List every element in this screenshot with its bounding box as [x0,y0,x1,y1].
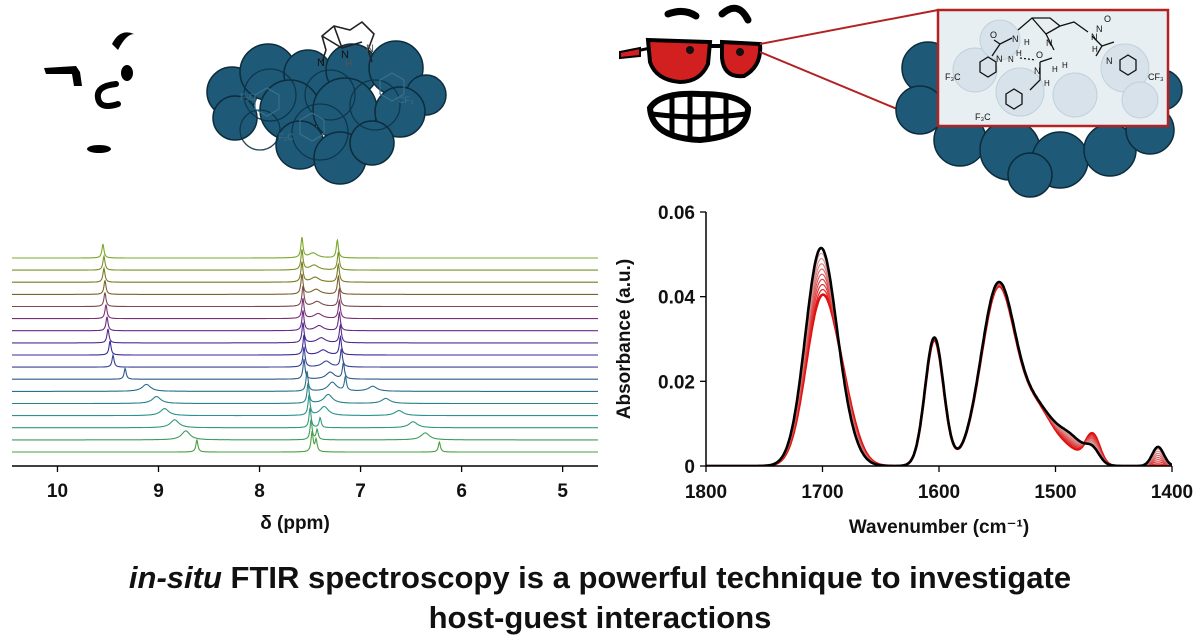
ftir-y-tick-label: 0.04 [658,288,695,309]
nmr-trace [12,419,598,441]
cf3-label: F₃C [945,72,961,82]
ftir-y-axis-label: Absorbance (a.u.) [614,259,635,419]
nmr-trace [12,394,598,417]
nmr-tick-label: 8 [254,481,265,502]
nmr-traces [12,236,598,453]
nmr-trace [12,297,598,320]
nmr-trace [12,285,598,308]
atom-label: O [1036,50,1043,60]
atom-label: N [1034,66,1041,76]
zoom-inset: N N H N H O N N H O N H O N H H N F₃C CF… [936,8,1170,128]
grinning-mouth [646,90,752,144]
ftir-trace [706,284,1172,466]
ftir-y-tick-label: 0.02 [658,372,695,393]
cf3-label: F₃C [240,92,256,102]
ftir-x-axis-label: Wavenumber (cm⁻¹) [849,517,1029,538]
face-eyebrow [112,32,134,50]
nmr-trace [12,358,598,380]
nmr-tick-label: 9 [153,481,164,502]
ftir-x-tick-label: 1400 [1151,482,1193,503]
atom-label: N [1096,24,1103,34]
atom-label: H [1062,61,1068,70]
nmr-trace [12,334,598,356]
host-cloud-left: F₃C CF₃ F₃C N N H N [206,20,447,185]
ftir-ticks: 1800 1700 1600 1500 1400 0 0.02 0.04 0.06 [658,203,1193,503]
tren-molecule-fragment: N N H N [317,20,375,70]
atom-label: H [345,59,352,70]
atom-label: N [317,57,325,69]
caption-italic: in-situ [128,560,222,595]
ftir-x-tick-label: 1700 [801,482,843,503]
face-eyebrow [718,4,752,24]
ftir-y-tick-label: 0.06 [658,203,695,224]
caption-text: FTIR spectroscopy is a powerful techniqu… [221,560,1072,595]
caption-line-2: host-guest interactions [428,600,772,635]
caption-line-1: in-situ FTIR spectroscopy is a powerful … [0,558,1200,598]
nmr-trace [12,249,598,271]
ftir-axes [705,212,1172,467]
ftir-trace [706,285,1172,466]
atom-label: O [1104,14,1111,24]
atom-label: N [996,54,1003,64]
nmr-trace [12,261,598,283]
nmr-trace [12,407,598,429]
cf3-label: CF₃ [1148,72,1164,82]
atom-label: N [341,49,349,61]
nmr-trace [12,310,598,332]
face-eyebrow [664,7,700,20]
face-mouth [87,145,111,153]
nmr-trace [12,370,598,392]
nmr-tick-label: 6 [456,481,467,502]
atom-label: H [1024,38,1030,47]
cf3-label: F₃C [975,112,991,122]
nmr-x-axis-label: δ (ppm) [260,513,330,534]
ftir-trace [706,263,1172,466]
ftir-chart: 1800 1700 1600 1500 1400 0 0.02 0.04 0.06 Wavenu… [614,203,1193,538]
atom-label: N [1106,56,1113,66]
atom-label: N [1046,38,1053,48]
ftir-x-tick-label: 1500 [1034,482,1076,503]
ftir-x-tick-label: 1800 [685,482,727,503]
ftir-trace [706,268,1172,466]
nmr-trace [12,346,598,368]
ftir-y-tick-label: 0 [684,457,695,478]
ftir-trace [706,278,1172,466]
atom-label: H [1092,45,1098,54]
atom-label: O [990,30,997,40]
sunglasses-face-illustration [619,4,763,144]
face-nose [94,81,121,109]
cf3-label: F₃C [278,132,294,142]
ftir-trace [706,246,1172,466]
atom-label: N [1012,34,1019,44]
nmr-trace [12,322,598,344]
nmr-trace [12,382,598,405]
sleepy-face-illustration [44,32,134,153]
nmr-tick-label: 10 [47,481,68,502]
atom-label: N [1091,32,1098,42]
nmr-tick-label: 5 [557,481,568,502]
atom-label: N [1008,55,1014,64]
face-closed-eye [44,66,82,86]
nmr-tick-label: 7 [355,481,366,502]
ftir-x-tick-label: 1600 [918,482,960,503]
nmr-trace [12,236,598,259]
sunglasses [619,37,763,85]
atom-label: N [366,43,374,55]
ftir-trace [706,283,1172,466]
nmr-chart: 10 9 8 7 6 5 δ (ppm) [12,236,598,534]
ftir-trace [706,273,1172,466]
ftir-traces [706,246,1172,466]
face-eye [121,65,133,81]
atom-label: H [1052,65,1058,74]
atom-label: H [1044,79,1050,88]
atom-label: H [1016,49,1022,58]
cf3-label: CF₃ [398,95,414,105]
nmr-x-ticks: 10 9 8 7 6 5 [47,466,568,502]
nmr-trace [12,273,598,295]
nmr-trace [12,430,598,453]
